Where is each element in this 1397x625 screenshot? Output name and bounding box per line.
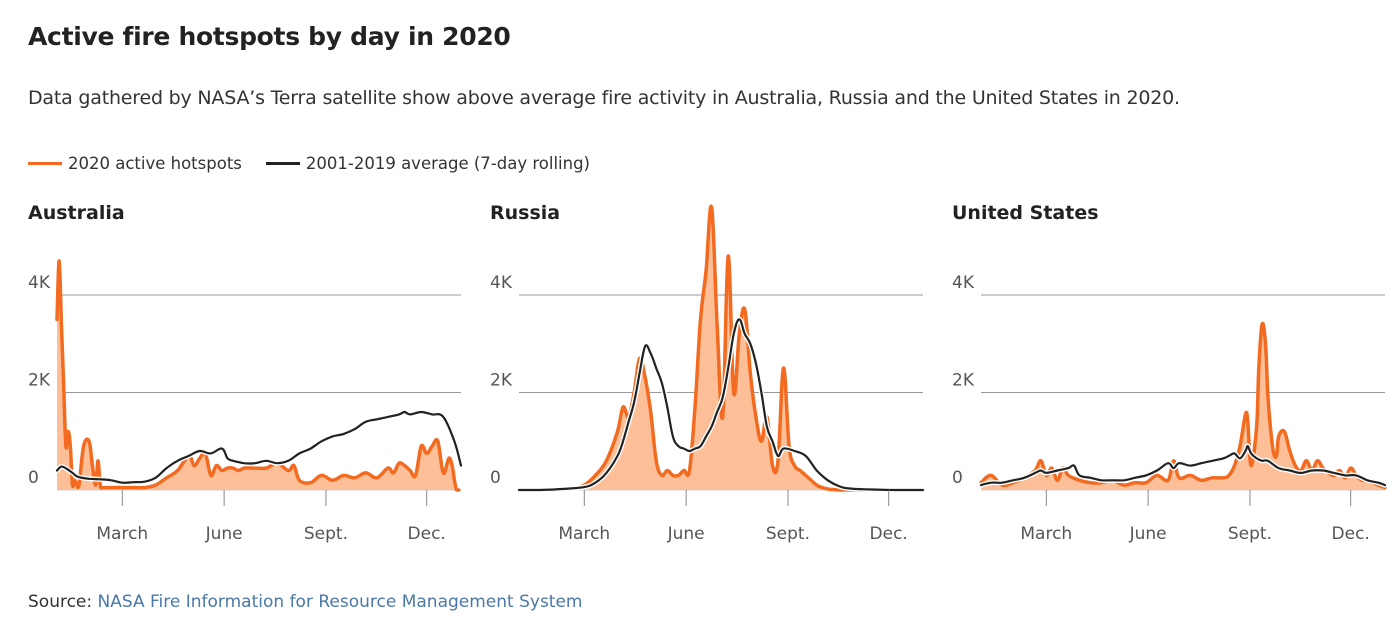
source-note: Source: NASA Fire Information for Resour… bbox=[28, 592, 583, 612]
x-tick-label: June bbox=[1129, 524, 1167, 544]
y-tick-label: 2K bbox=[952, 371, 975, 391]
x-tick-label: Sept. bbox=[1228, 524, 1272, 544]
y-tick-label: 4K bbox=[490, 273, 513, 293]
x-tick-label: March bbox=[1020, 524, 1072, 544]
source-link[interactable]: NASA Fire Information for Resource Manag… bbox=[97, 592, 583, 612]
average-line bbox=[517, 318, 925, 492]
source-prefix: Source: bbox=[28, 592, 93, 612]
hotspots-area bbox=[981, 323, 1385, 490]
x-tick-label: June bbox=[205, 524, 243, 544]
x-tick-label: March bbox=[96, 524, 148, 544]
panel-title: Russia bbox=[490, 202, 560, 224]
legend-item-hotspots: 2020 active hotspots bbox=[28, 154, 242, 173]
y-tick-label: 4K bbox=[28, 273, 51, 293]
x-tick-label: Dec. bbox=[1332, 524, 1370, 544]
legend-label-average: 2001-2019 average (7-day rolling) bbox=[305, 153, 590, 173]
x-tick-label: Sept. bbox=[766, 524, 810, 544]
charts-panel: Australia 0 2K 4K March June Sept. Dec. Russia 0 2… bbox=[28, 202, 1388, 544]
x-tick-label: March bbox=[558, 524, 610, 544]
legend-swatch-average bbox=[265, 161, 300, 165]
y-tick-label: 2K bbox=[490, 371, 513, 391]
average-line bbox=[979, 444, 1387, 487]
y-tick-label: 0 bbox=[28, 468, 39, 488]
legend-item-average: 2001-2019 average (7-day rolling) bbox=[265, 153, 590, 173]
y-tick-label: 4K bbox=[952, 273, 975, 293]
chart-subtitle: Data gathered by NASA’s Terra satellite … bbox=[28, 87, 1180, 109]
x-tick-label: June bbox=[667, 524, 705, 544]
legend: 2020 active hotspots 2001-2019 average (… bbox=[28, 152, 614, 174]
legend-swatch-hotspots bbox=[28, 161, 62, 165]
y-tick-label: 2K bbox=[28, 371, 51, 391]
chart-russia: Russia 0 2K 4K March June Sept. Dec. bbox=[490, 202, 926, 544]
x-tick-label: Dec. bbox=[870, 524, 908, 544]
hotspots-area bbox=[519, 206, 923, 490]
x-tick-label: Sept. bbox=[304, 524, 348, 544]
x-tick-label: Dec. bbox=[408, 524, 446, 544]
hotspots-line bbox=[55, 259, 461, 492]
chart-title: Active fire hotspots by day in 2020 bbox=[28, 22, 511, 51]
chart-united-states: United States 0 2K 4K March June Sept. Dec. bbox=[952, 202, 1388, 544]
average-line bbox=[55, 410, 463, 484]
panel-title: Australia bbox=[28, 202, 125, 224]
panel-title: United States bbox=[952, 202, 1099, 224]
y-tick-label: 0 bbox=[952, 468, 963, 488]
y-tick-label: 0 bbox=[490, 468, 501, 488]
legend-label-hotspots: 2020 active hotspots bbox=[68, 153, 242, 173]
chart-australia: Australia 0 2K 4K March June Sept. Dec. bbox=[28, 202, 464, 544]
